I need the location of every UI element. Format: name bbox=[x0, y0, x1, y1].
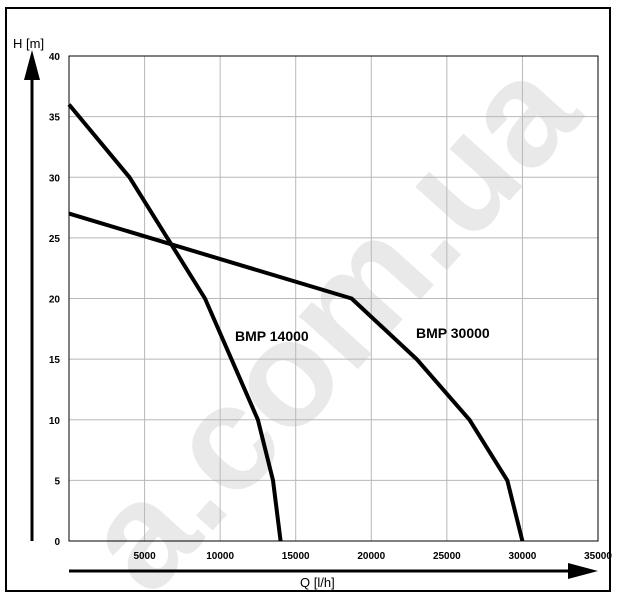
series-lines bbox=[67, 103, 525, 542]
series-line-2 bbox=[68, 211, 525, 542]
x-tick-label: 35000 bbox=[584, 551, 612, 562]
x-tick-labels: 5000 10000 15000 20000 25000 30000 35000 bbox=[133, 551, 612, 562]
x-tick-label: 10000 bbox=[206, 551, 234, 562]
y-axis-arrowhead bbox=[24, 50, 40, 80]
x-tick-label: 15000 bbox=[282, 551, 310, 562]
x-tick-label: 5000 bbox=[133, 551, 156, 562]
y-tick-label: 30 bbox=[49, 173, 61, 184]
x-tick-label: 20000 bbox=[357, 551, 385, 562]
series-labels: BMP 14000 BMP 30000 bbox=[235, 325, 490, 344]
frame-border bbox=[5, 7, 611, 592]
y-tick-label: 0 bbox=[54, 537, 60, 548]
x-tick-label: 30000 bbox=[509, 551, 537, 562]
y-axis-title: H [m] bbox=[13, 36, 44, 51]
series-label-2: BMP 30000 bbox=[416, 325, 490, 341]
y-tick-label: 20 bbox=[49, 295, 61, 306]
y-tick-label: 5 bbox=[54, 476, 60, 487]
x-tick-label: 25000 bbox=[433, 551, 461, 562]
y-tick-labels: 0 5 10 15 20 25 30 35 40 bbox=[49, 52, 61, 548]
y-tick-label: 25 bbox=[49, 234, 61, 245]
series-line-1 bbox=[67, 103, 283, 542]
x-axis-title: Q [l/h] bbox=[300, 575, 335, 590]
y-tick-label: 40 bbox=[49, 52, 61, 63]
plot-border bbox=[68, 55, 599, 542]
y-tick-label: 10 bbox=[49, 416, 61, 427]
y-tick-label: 35 bbox=[49, 113, 61, 124]
watermark: a.com.ua bbox=[49, 25, 610, 593]
y-tick-label: 15 bbox=[49, 355, 61, 366]
series-label-1: BMP 14000 bbox=[235, 328, 309, 344]
x-axis-arrowhead bbox=[568, 563, 598, 579]
